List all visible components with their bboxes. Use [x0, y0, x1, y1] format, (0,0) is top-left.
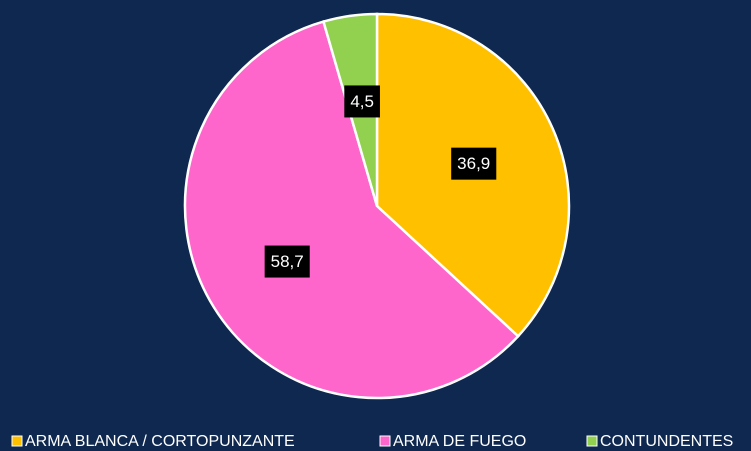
legend-swatch — [586, 435, 598, 447]
legend-swatch — [379, 435, 391, 447]
data-label-box — [451, 147, 497, 180]
legend-swatch — [11, 435, 23, 447]
legend-label: CONTUNDENTES — [600, 433, 733, 450]
data-label-box — [344, 85, 380, 118]
pie-slice — [183, 20, 520, 400]
legend-label: ARMA BLANCA / CORTOPUNZANTE — [25, 433, 295, 450]
data-label-box — [264, 245, 310, 278]
data-label: 4,5 — [350, 92, 374, 111]
data-label: 58,7 — [271, 252, 304, 271]
data-label: 36,9 — [457, 154, 490, 173]
legend-label: ARMA DE FUEGO — [393, 433, 526, 450]
